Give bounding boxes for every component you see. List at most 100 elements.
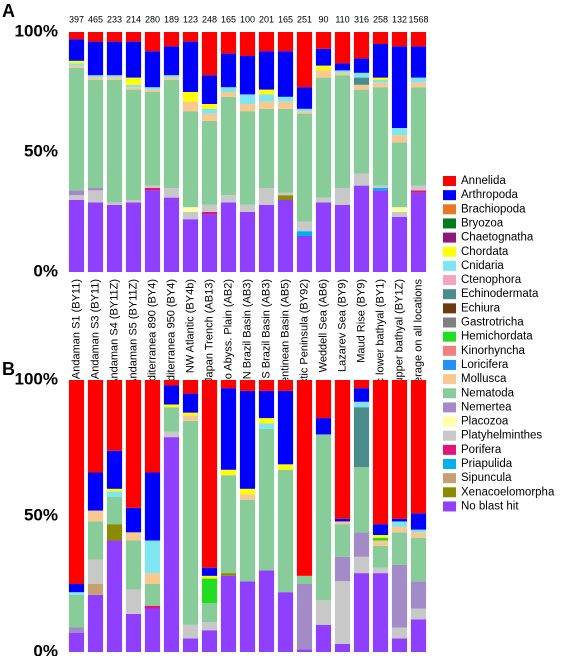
bar-segment xyxy=(182,219,199,272)
bar-segment xyxy=(334,63,351,71)
bar-segment xyxy=(125,41,142,78)
count-label: 397 xyxy=(69,14,84,24)
bar-segment xyxy=(106,524,123,541)
bar-segment xyxy=(315,48,332,66)
y-tick-label: 100% xyxy=(15,21,58,40)
legend-swatch xyxy=(443,218,456,229)
bar-segment xyxy=(106,32,123,42)
legend-label: Kinorhyncha xyxy=(461,345,526,357)
bar-segment xyxy=(372,32,389,44)
bar-segment xyxy=(372,545,389,568)
count-label: 165 xyxy=(221,14,236,24)
bar-segment xyxy=(68,195,85,200)
bar-segment xyxy=(410,619,427,652)
bar-segment xyxy=(182,92,199,102)
bar-segment xyxy=(239,499,256,582)
bar-segment xyxy=(239,390,256,489)
bar-segment xyxy=(87,80,104,188)
legend-swatch xyxy=(443,430,456,441)
bar-segment xyxy=(277,51,294,97)
panel-label: A xyxy=(2,1,15,21)
x-tick-label: Mediterranea 950 (BY4) xyxy=(165,279,177,396)
count-label: 201 xyxy=(259,14,274,24)
bar-segment xyxy=(391,521,408,527)
x-tick-label: Arctic lower bathyal (BY1) xyxy=(374,279,386,406)
x-tick-label: Andaman S4 (BY11Z) xyxy=(108,279,120,386)
bar-segment xyxy=(315,418,332,435)
bar-segment xyxy=(182,420,199,625)
legend-swatch xyxy=(443,501,456,512)
bar-segment xyxy=(144,605,161,609)
bar-segment xyxy=(277,108,294,193)
legend-label: Echinodermata xyxy=(461,288,539,300)
bar-segment xyxy=(296,108,313,112)
bar-segment xyxy=(410,77,427,83)
bar-segment xyxy=(410,380,427,514)
bar-segment xyxy=(239,380,256,391)
bar-segment xyxy=(182,101,199,112)
legend-label: Nematoda xyxy=(461,387,515,399)
bar-segment xyxy=(410,537,427,582)
bar-segment xyxy=(391,135,408,143)
bar-segment xyxy=(258,108,275,188)
bar-segment xyxy=(334,556,351,582)
bar-segment xyxy=(372,380,389,525)
bar-segment xyxy=(68,63,85,66)
bar-segment xyxy=(163,197,180,272)
bar-segment xyxy=(220,92,237,97)
bar-segment xyxy=(391,638,408,652)
y-tick-label: 0% xyxy=(33,261,58,280)
legend-label: Priapulida xyxy=(461,458,513,470)
bar-segment xyxy=(296,113,313,222)
bar-segment xyxy=(410,190,427,193)
bar-segment xyxy=(258,570,275,652)
bar-segment xyxy=(125,89,142,200)
bar-segment xyxy=(87,32,104,42)
bar-segment xyxy=(391,142,408,208)
bar-segment xyxy=(87,41,104,76)
legend-label: Arthropoda xyxy=(461,189,519,201)
bar-segment xyxy=(296,111,313,114)
bar-segment xyxy=(391,32,408,47)
bar-segment xyxy=(391,380,408,519)
bar-segment xyxy=(68,627,85,633)
bar-segment xyxy=(201,578,218,604)
bar-segment xyxy=(239,111,256,205)
bar-segment xyxy=(296,649,313,652)
bar-segment xyxy=(315,32,332,49)
bar-segment xyxy=(258,101,275,109)
bar-segment xyxy=(106,77,123,80)
bar-segment xyxy=(106,540,123,652)
bar-segment xyxy=(87,77,104,80)
bar-segment xyxy=(68,592,85,595)
bar-segment xyxy=(182,380,199,394)
bar-segment xyxy=(372,537,389,541)
bar-segment xyxy=(372,87,389,186)
legend-label: Ctenophora xyxy=(461,274,522,286)
legend-label: Porifera xyxy=(461,444,502,456)
count-label: 280 xyxy=(145,14,160,24)
bar-segment xyxy=(258,94,275,102)
bar-segment xyxy=(201,113,218,121)
bar-segment xyxy=(372,82,389,88)
legend-swatch xyxy=(443,246,456,257)
bar-segment xyxy=(144,89,161,92)
bar-segment xyxy=(239,204,256,212)
count-label: 233 xyxy=(107,14,122,24)
bar-segment xyxy=(220,573,237,576)
legend-swatch xyxy=(443,388,456,399)
count-label: 165 xyxy=(278,14,293,24)
bar-segment xyxy=(277,469,294,593)
bar-segment xyxy=(334,72,351,76)
bar-segment xyxy=(315,70,332,78)
bar-segment xyxy=(201,104,218,109)
bar-segment xyxy=(239,581,256,652)
x-tick-label: NW Atlantic (BY4b) xyxy=(184,279,196,373)
bar-segment xyxy=(220,475,237,574)
bar-segment xyxy=(87,75,104,78)
bar-segment xyxy=(125,380,142,508)
bar-segment xyxy=(315,380,332,419)
bar-segment xyxy=(182,111,199,208)
bar-segment xyxy=(201,75,218,104)
x-tick-label: Argentinean Basin (AB5) xyxy=(279,279,291,400)
